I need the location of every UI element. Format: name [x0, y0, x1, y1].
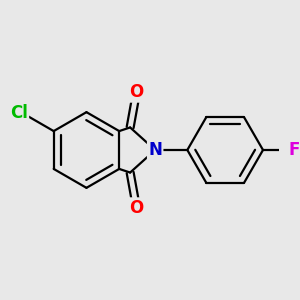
- Text: N: N: [148, 141, 162, 159]
- Text: F: F: [288, 141, 299, 159]
- Text: Cl: Cl: [10, 104, 28, 122]
- Text: O: O: [129, 83, 143, 101]
- Text: O: O: [129, 199, 143, 217]
